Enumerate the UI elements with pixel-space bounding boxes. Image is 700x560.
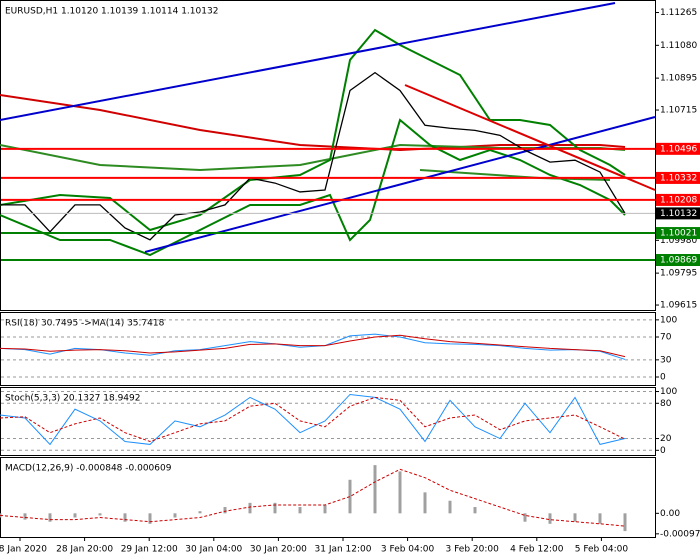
histogram-bar [173, 513, 177, 518]
histogram-bar [223, 507, 227, 514]
series-line [0, 71, 626, 241]
histogram-bar [573, 513, 577, 522]
trend-line [404, 84, 656, 191]
panel-title: RSI(18) 30.7495 ->MA(14) 35.7418 [5, 319, 165, 329]
histogram-bar [523, 513, 527, 522]
panel-title: MACD(12,26,9) -0.000848 -0.000609 [5, 464, 172, 474]
histogram-bar [273, 502, 277, 514]
y-tick-label: 0 [660, 446, 666, 456]
y-tick-label: 1.09615 [660, 301, 697, 311]
histogram-bar [373, 465, 377, 514]
x-tick-label: 5 Feb 04:00 [575, 545, 629, 555]
y-tick-label: 1.09980 [660, 236, 697, 246]
last-price-label: 1.10132 [660, 209, 697, 219]
x-tick-label: 28 Jan 20:00 [56, 545, 113, 555]
y-tick-label: 1.10895 [660, 74, 697, 84]
histogram-bar [323, 504, 327, 514]
y-tick-label: 30 [660, 355, 672, 365]
last-price-box [656, 207, 700, 220]
histogram-bar [123, 513, 127, 522]
histogram-bar [398, 471, 402, 514]
level-label: 1.09869 [660, 256, 697, 266]
y-tick-label: 1.09795 [660, 269, 697, 279]
x-tick-label: 3 Feb 20:00 [446, 545, 500, 555]
histogram-bar [98, 513, 102, 516]
histogram-bar [23, 513, 27, 520]
level-label-box [656, 254, 700, 267]
y-tick-label: 80 [660, 399, 672, 409]
y-tick-label: 1.11265 [660, 8, 697, 18]
histogram-bar [548, 513, 552, 524]
level-label: 1.10021 [660, 229, 697, 239]
histogram-bar [423, 492, 427, 514]
slow-ma [0, 94, 626, 152]
histogram-bar [623, 513, 627, 532]
y-tick-label: 1.11080 [660, 41, 697, 51]
y-tick-label: 20 [660, 434, 672, 444]
bollinger-upper [0, 28, 626, 232]
panel-title: EURUSD,H1 1.10120 1.10139 1.10114 1.1013… [5, 7, 218, 17]
x-tick-label: 30 Jan 04:00 [185, 545, 242, 555]
y-tick-label: -0.000979 [660, 529, 700, 539]
series-line [0, 396, 626, 443]
level-label-box [656, 171, 700, 184]
x-tick-label: 3 Feb 04:00 [381, 545, 435, 555]
channel-lower [144, 116, 656, 253]
y-tick-label: 100 [660, 315, 677, 325]
histogram-bar [148, 513, 152, 524]
histogram-bar [73, 513, 77, 518]
x-tick-label: 30 Jan 20:00 [250, 545, 307, 555]
series-line [0, 393, 626, 446]
x-tick-label: 28 Jan 2020 [0, 545, 47, 555]
y-tick-label: 0 [660, 373, 666, 383]
histogram-bar [48, 513, 52, 522]
marks: EURUSD,H1 1.10120 1.10139 1.10114 1.1013… [0, 7, 700, 555]
price-panel [0, 0, 656, 311]
x-tick-label: 29 Jan 12:00 [121, 545, 178, 555]
panel-title: Stoch(5,3,3) 20.1327 18.9492 [5, 394, 140, 404]
x-tick-label: 4 Feb 12:00 [510, 545, 564, 555]
macd-panel [0, 457, 656, 538]
y-tick-label: 1.10715 [660, 106, 697, 116]
stoch-panel [0, 387, 656, 456]
histogram-bar [448, 500, 452, 514]
series-line [0, 334, 626, 358]
level-label-box [656, 227, 700, 240]
histogram-bar [298, 507, 302, 514]
level-label: 1.10208 [660, 195, 697, 205]
channel-upper [0, 2, 616, 121]
level-label: 1.10496 [660, 144, 697, 154]
rsi-panel [0, 312, 656, 386]
y-tick-label: 100 [660, 387, 677, 397]
x-tick-label: 31 Jan 12:00 [315, 545, 372, 555]
bollinger-lower [0, 118, 626, 257]
overlays [0, 2, 656, 257]
histogram-bar [248, 502, 252, 514]
level-label: 1.10332 [660, 173, 697, 183]
y-tick-label: 0.00 [660, 509, 680, 519]
histogram-bar [198, 511, 202, 514]
level-label-box [656, 193, 700, 206]
histogram-bar [598, 513, 602, 524]
histogram-bar [473, 507, 477, 514]
histogram-bar [348, 479, 352, 514]
y-tick-label: 70 [660, 333, 672, 343]
level-label-box [656, 142, 700, 155]
